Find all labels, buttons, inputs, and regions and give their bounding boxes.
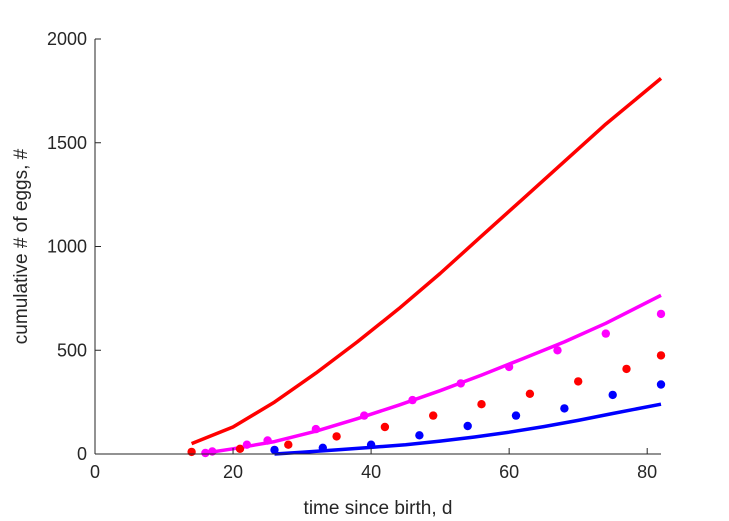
red-data-point xyxy=(332,432,341,441)
blue-data-point xyxy=(608,390,617,400)
red-data-point xyxy=(235,444,245,453)
magenta-data-point xyxy=(201,448,210,458)
magenta-data-point xyxy=(601,329,610,338)
y-tick-label: 2000 xyxy=(47,29,87,49)
blue-data-point xyxy=(270,445,279,455)
red-data-point xyxy=(187,447,196,457)
y-tick-label: 500 xyxy=(57,340,87,360)
blue-data-point xyxy=(511,411,521,420)
red-data-point xyxy=(525,389,535,398)
y-tick-label: 1000 xyxy=(47,237,87,257)
ticks: 0 20 40 60 80 0 500 1000 1500 2000 xyxy=(47,29,657,482)
magenta-data-point xyxy=(242,440,252,449)
magenta-data-point xyxy=(360,411,369,420)
x-tick-label: 80 xyxy=(637,462,657,482)
magenta-data-point xyxy=(408,395,417,405)
blue-data-point xyxy=(560,404,569,413)
blue-data-point xyxy=(656,380,666,389)
magenta-data-point xyxy=(456,379,465,388)
magenta-data-point xyxy=(504,362,514,372)
x-tick-label: 0 xyxy=(90,462,100,482)
magenta-data-point xyxy=(656,309,666,319)
blue-data-point xyxy=(415,431,424,440)
red-data-point xyxy=(429,411,438,420)
red-data-point xyxy=(574,377,583,386)
red-data-point xyxy=(622,364,631,374)
y-axis-label: cumulative # of eggs, # xyxy=(11,148,32,344)
red-model-line xyxy=(190,77,663,446)
axes xyxy=(94,39,661,455)
blue-data-point xyxy=(463,421,472,431)
y-tick-label: 1500 xyxy=(47,133,87,153)
y-tick-label: 0 xyxy=(77,444,87,464)
magenta-data-point xyxy=(263,436,272,445)
x-tick-label: 40 xyxy=(361,462,381,482)
magenta-model-line xyxy=(205,293,662,455)
magenta-data-point xyxy=(553,346,562,355)
x-tick-label: 20 xyxy=(223,462,243,482)
red-data-point xyxy=(284,440,293,449)
red-data-point xyxy=(380,422,390,432)
blue-data-point xyxy=(318,443,327,452)
plot-area xyxy=(187,77,666,458)
magenta-data-point xyxy=(311,424,321,434)
x-axis-label: time since birth, d xyxy=(304,498,453,519)
x-tick-label: 60 xyxy=(499,462,519,482)
red-data-point xyxy=(656,351,666,360)
blue-data-point xyxy=(366,440,376,449)
red-data-point xyxy=(477,400,486,409)
blue-model-line xyxy=(274,402,662,456)
